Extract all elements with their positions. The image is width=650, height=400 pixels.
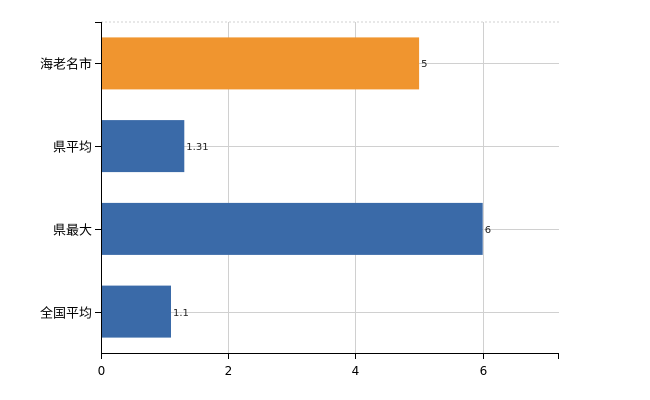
- bar-2: [102, 202, 483, 255]
- category-label-3: 全国平均: [40, 306, 92, 322]
- bars: [102, 37, 483, 338]
- axes: [95, 22, 559, 359]
- x-tick-label-3: 6: [480, 364, 488, 378]
- category-label-2: 県最大: [53, 224, 92, 239]
- x-tick-label-2: 4: [352, 364, 360, 378]
- data-label-1: 1.31: [186, 142, 208, 153]
- data-label-3: 1.1: [173, 308, 189, 319]
- data-label-0: 5: [421, 59, 427, 70]
- category-label-0: 海老名市: [40, 57, 92, 73]
- category-label-1: 県平均: [53, 141, 92, 156]
- x-tick-label-0: 0: [98, 364, 106, 378]
- bar-0: [102, 37, 420, 90]
- x-tick-label-1: 2: [225, 364, 233, 378]
- bar-1: [102, 120, 185, 173]
- bar-3: [102, 285, 171, 338]
- data-label-2: 6: [485, 225, 491, 236]
